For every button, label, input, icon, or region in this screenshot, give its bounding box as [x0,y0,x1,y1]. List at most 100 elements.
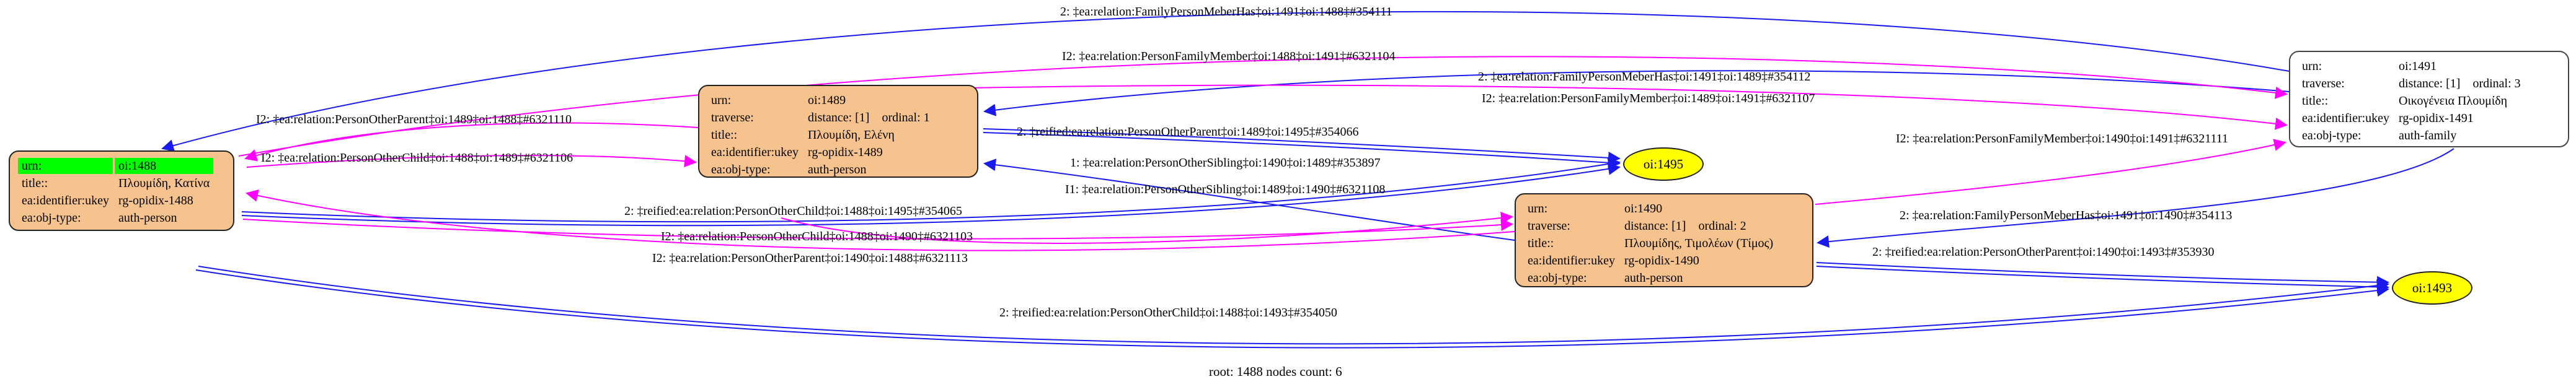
node-row: title:: Πλουμίδης, Τιμολέων (Τίμος) [1524,235,1777,251]
edge-label: 2: ‡reified:ea:relation:PersonOtherParen… [1872,245,2215,259]
edge-label: I2: ‡ea:relation:PersonOtherParent‡oi:14… [256,113,572,126]
node-key: ea:identifier:ukey [22,194,110,207]
node-key: title:: [2302,94,2329,108]
node-key: ea:obj-type: [2302,129,2361,142]
node-row: ea:obj-type: auth-person [18,210,213,226]
node-value: oi:1488 [115,158,214,174]
node-row: traverse: distance: [1] ordinal: 3 [2298,76,2525,92]
graph-node-oi-1488[interactable]: urn: oi:1488 title:: Πλουμίδη, Κατίνα ea… [9,150,234,231]
node-row: urn: oi:1489 [707,92,934,108]
node-row: traverse: distance: [1] ordinal: 2 [1524,218,1777,234]
edge-path [195,269,2389,349]
node-key: ea:obj-type: [711,163,771,176]
node-row: ea:identifier:ukey rg-opidix-1488 [18,193,213,209]
node-value: rg-opidix-1488 [118,194,193,207]
edge-label: 2: ‡reified:ea:relation:PersonOtherParen… [1017,125,1359,139]
edge-label: 2: ‡ea:relation:FamilyPersonMeberHas‡oi:… [1900,209,2233,222]
node-key: traverse: [711,111,754,124]
node-value: Πλουμίδη, Ελένη [808,128,895,142]
edge-label: 2: ‡reified:ea:relation:PersonOtherChild… [624,204,962,218]
edge-label: 2: ‡ea:relation:FamilyPersonMeberHas‡oi:… [1478,70,1811,84]
node-key: urn: [711,93,732,107]
edge-label: I2: ‡ea:relation:PersonOtherChild‡oi:148… [261,151,573,165]
node-value: rg-opidix-1489 [808,146,883,159]
edge-label: 2: ‡reified:ea:relation:PersonOtherChild… [999,306,1337,320]
node-value: oi:1491 [2399,59,2437,73]
graph-node-oi-1493[interactable]: oi:1493 [2392,271,2472,305]
node-value: Πλουμίδης, Τιμολέων (Τίμος) [1624,237,1774,250]
edge-label: I2: ‡ea:relation:PersonOtherChild‡oi:148… [661,230,973,243]
node-key: urn: [2302,59,2322,73]
node-key: traverse: [2302,77,2345,90]
graph-node-oi-1489[interactable]: urn: oi:1489 traverse: distance: [1] ord… [698,85,978,178]
node-row: title:: Πλουμίδη, Κατίνα [18,175,213,191]
node-row: ea:obj-type: auth-person [707,162,934,178]
edge-path [983,132,1621,169]
graph-node-oi-1495[interactable]: oi:1495 [1623,147,1704,181]
node-key: traverse: [1528,219,1570,233]
edge-label: I2: ‡ea:relation:PersonFamilyMember‡oi:1… [1896,132,2229,146]
node-value: distance: [1] ordinal: 1 [808,111,930,124]
edge-label: I2: ‡ea:relation:PersonOtherParent‡oi:14… [652,251,968,265]
edge-path [198,266,2389,345]
node-row: traverse: distance: [1] ordinal: 1 [707,110,934,126]
edge-path [1817,148,2454,248]
node-row: urn: oi:1491 [2298,58,2525,74]
edge-path [161,11,2290,152]
node-value: oi:1489 [808,93,846,107]
node-value: rg-opidix-1491 [2399,111,2474,125]
node-row: title:: Οικογένεια Πλουμίδη [2298,93,2525,109]
edge-path [1816,262,2389,289]
node-row: ea:identifier:ukey rg-opidix-1490 [1524,253,1777,269]
edge-path [1816,266,2389,294]
node-key: urn: [18,158,113,174]
node-row: urn: oi:1490 [1524,201,1777,217]
edge-label: I2: ‡ea:relation:PersonFamilyMember‡oi:1… [1062,50,1396,63]
node-key: ea:obj-type: [22,211,81,225]
edge-path [241,162,1621,227]
node-key: title:: [22,176,48,190]
node-value: auth-person [118,211,177,225]
node-row: urn: oi:1488 [18,158,214,174]
edge-path [238,56,2288,157]
edge-path [1815,139,2286,205]
edge-path [246,155,697,168]
node-value: oi:1490 [1624,202,1663,215]
node-key: ea:identifier:ukey [2302,111,2390,125]
edge-path [983,159,1515,241]
node-row: ea:obj-type: auth-person [1524,270,1777,286]
graph-node-oi-1491[interactable]: urn: oi:1491 traverse: distance: [1] ord… [2289,51,2569,147]
node-value: auth-person [1624,271,1683,285]
edge-path [983,70,2290,116]
edge-label: 1: ‡ea:relation:PersonOtherSibling‡oi:14… [1070,156,1381,170]
node-value: auth-person [808,163,867,176]
node-value: distance: [1] ordinal: 2 [1624,219,1746,233]
node-row: ea:identifier:ukey rg-opidix-1491 [2298,110,2525,126]
node-value: rg-opidix-1490 [1624,254,1699,267]
node-key: ea:identifier:ukey [711,146,799,159]
graph-node-oi-1490[interactable]: urn: oi:1490 traverse: distance: [1] ord… [1515,193,1813,287]
edge-path [970,84,2288,130]
node-key: ea:identifier:ukey [1528,254,1616,267]
edge-label: I2: ‡ea:relation:PersonFamilyMember‡oi:1… [1482,92,1815,105]
edge-path [244,122,699,162]
node-row: ea:obj-type: auth-family [2298,128,2525,144]
node-row: title:: Πλουμίδη, Ελένη [707,127,934,143]
edge-label: I1: ‡ea:relation:PersonOtherSibling‡oi:1… [1065,183,1386,196]
edge-path [246,189,1515,251]
edge-label: 2: ‡ea:relation:FamilyPersonMeberHas‡oi:… [1060,5,1392,19]
edge-path [983,128,1621,164]
node-value: distance: [1] ordinal: 3 [2399,77,2521,90]
node-key: ea:obj-type: [1528,271,1587,285]
node-value: auth-family [2399,129,2457,142]
graph-caption: root: 1488 nodes count: 6 [1209,364,1342,379]
node-key: title:: [711,128,738,142]
node-row: ea:identifier:ukey rg-opidix-1489 [707,144,934,160]
node-key: title:: [1528,237,1554,250]
edge-path [242,219,1513,240]
edge-path [781,212,1513,244]
node-value: Πλουμίδη, Κατίνα [118,176,210,190]
node-key: urn: [1528,202,1548,215]
